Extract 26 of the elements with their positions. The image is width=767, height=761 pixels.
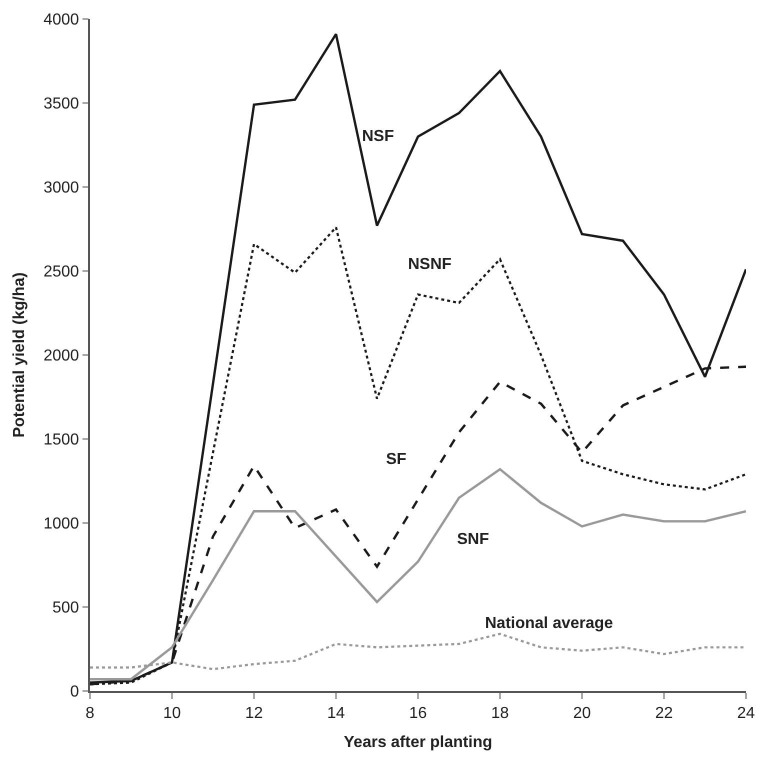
y-tick-label: 500 [52, 600, 80, 617]
x-tick-label: 18 [491, 704, 509, 722]
x-tick-label: 10 [163, 704, 181, 722]
line-series [90, 468, 746, 680]
y-tick-label: 1500 [43, 432, 80, 449]
y-tick-label: 3000 [43, 180, 80, 197]
y-tick-label: 0 [70, 684, 80, 701]
series-label: National average [485, 615, 614, 632]
y-tick-label: 2000 [43, 348, 80, 365]
series-label: NSNF [408, 256, 452, 273]
x-tick-label: 14 [327, 704, 345, 722]
series-label: SNF [457, 531, 490, 548]
x-tick-label: 20 [573, 704, 591, 722]
y-tick-label: 2500 [43, 264, 80, 281]
x-tick-label: 24 [737, 704, 755, 722]
y-axis-title: Potential yield (kg/ha) [10, 272, 28, 438]
x-tick-label: 16 [409, 704, 427, 722]
x-tick-label: 8 [86, 704, 95, 722]
y-tick-label: 1000 [43, 516, 80, 533]
x-tick-label: 22 [655, 704, 673, 722]
x-axis-title: Years after planting [344, 734, 492, 752]
y-tick-label: 3500 [43, 96, 80, 113]
series-label: NSF [362, 128, 394, 145]
series-label: SF [386, 451, 407, 468]
x-tick-label: 12 [245, 704, 263, 722]
y-tick-label: 4000 [43, 12, 80, 29]
